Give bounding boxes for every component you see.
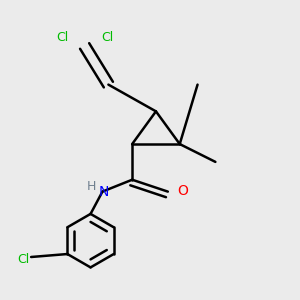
Text: N: N bbox=[98, 184, 109, 199]
Text: Cl: Cl bbox=[56, 31, 68, 44]
Text: H: H bbox=[86, 180, 96, 194]
Text: Cl: Cl bbox=[101, 31, 113, 44]
Text: O: O bbox=[177, 184, 188, 198]
Text: Cl: Cl bbox=[18, 254, 30, 266]
